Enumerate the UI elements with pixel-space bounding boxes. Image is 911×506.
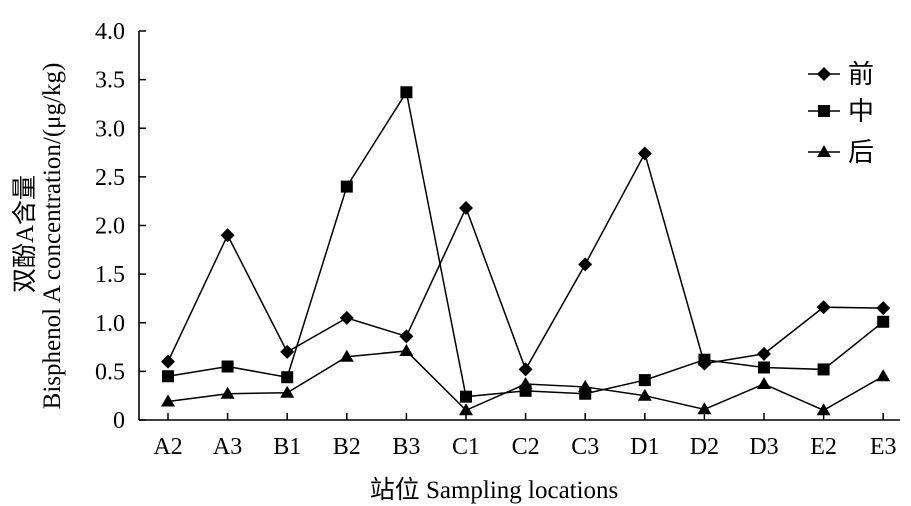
series-line-square: [167, 90, 884, 398]
y-tick-label: 1.5: [95, 262, 125, 288]
legend-label: 中: [848, 97, 874, 126]
square-marker: [460, 390, 472, 403]
square-marker: [340, 180, 353, 193]
diamond-marker: [816, 300, 831, 315]
diamond-marker: [817, 67, 831, 81]
legend-label: 前: [848, 60, 874, 89]
triangle-marker: [339, 349, 354, 362]
diamond-marker: [280, 344, 295, 359]
series-line-diamond: [167, 151, 884, 372]
series-square: [162, 86, 890, 403]
triangle-marker: [816, 403, 831, 416]
triangle-marker: [280, 385, 295, 398]
diamond-marker: [876, 301, 891, 316]
diamond-marker: [578, 257, 593, 272]
y-axis-title-cn: 双酚A含量: [11, 175, 39, 293]
y-tick-label: 0: [113, 408, 125, 434]
triangle-marker: [757, 377, 771, 390]
triangle-marker: [459, 403, 473, 416]
y-axis-title-en: Bisphenol A concentration/(μg/kg): [39, 63, 66, 410]
x-tick-label: B1: [273, 434, 301, 460]
x-tick-label: E3: [870, 434, 897, 460]
y-axis-title-en-group: Bisphenol A concentration/(μg/kg): [39, 63, 66, 410]
x-tick-label: E2: [810, 434, 837, 460]
square-marker: [818, 105, 830, 117]
y-tick-label: 4.0: [95, 19, 125, 45]
y-tick-label: 0.5: [95, 359, 125, 385]
triangle-marker: [637, 388, 652, 401]
triangle-marker: [697, 402, 712, 415]
y-tick-label: 1.0: [95, 311, 125, 337]
legend-label: 后: [848, 138, 874, 167]
triangle-marker: [220, 386, 235, 399]
x-axis-ticks: A2 A3 B1 B2 B3 C1 C2 C3 D1 D2 D3 E2 E3: [153, 413, 897, 460]
triangle-marker: [161, 394, 175, 407]
series-triangle: [161, 343, 891, 416]
y-axis-title: 双酚A含量: [11, 175, 39, 293]
series-layer: [161, 86, 891, 416]
diamond-marker: [637, 146, 652, 161]
plot-area: [138, 31, 900, 421]
y-axis-ticks: 0 0.5 1.0 1.5 2.0 2.5 3.0 3.5 4.0: [95, 19, 146, 434]
diamond-marker: [161, 354, 175, 369]
y-tick-label: 3.0: [95, 116, 125, 142]
y-tick-label: 3.5: [95, 68, 125, 94]
x-axis-title: 站位 Sampling locations: [370, 476, 619, 504]
legend-item-square: 中: [808, 97, 874, 126]
square-marker: [758, 361, 770, 374]
square-marker: [817, 363, 830, 376]
triangle-marker: [399, 343, 414, 356]
y-tick-label: 2.5: [95, 165, 125, 191]
square-marker: [400, 86, 413, 99]
legend: 前中后: [808, 60, 874, 167]
x-tick-label: D2: [690, 434, 719, 460]
legend-item-triangle: 后: [808, 138, 874, 167]
square-marker: [698, 353, 711, 366]
square-marker: [877, 315, 890, 328]
diamond-marker: [518, 362, 533, 377]
x-tick-label: C2: [512, 434, 540, 460]
series-diamond: [161, 146, 891, 377]
legend-item-diamond: 前: [808, 60, 874, 89]
x-tick-label: C3: [571, 434, 599, 460]
x-tick-label: D3: [749, 434, 778, 460]
y-tick-label: 2.0: [95, 214, 125, 240]
diamond-marker: [757, 346, 771, 361]
square-marker: [221, 360, 234, 373]
triangle-marker: [817, 145, 831, 157]
square-marker: [281, 371, 294, 384]
triangle-marker: [518, 377, 533, 390]
x-tick-label: C1: [452, 434, 480, 460]
x-tick-label: D1: [630, 434, 659, 460]
diamond-marker: [459, 200, 473, 215]
square-marker: [638, 374, 651, 387]
x-tick-label: A2: [153, 434, 182, 460]
x-tick-label: B2: [333, 434, 361, 460]
diamond-marker: [339, 310, 354, 325]
diamond-marker: [399, 329, 414, 344]
triangle-marker: [578, 379, 593, 392]
diamond-marker: [220, 228, 235, 243]
x-tick-label: A3: [213, 434, 242, 460]
square-marker: [162, 370, 174, 383]
triangle-marker: [876, 369, 891, 382]
x-tick-label: B3: [392, 434, 420, 460]
